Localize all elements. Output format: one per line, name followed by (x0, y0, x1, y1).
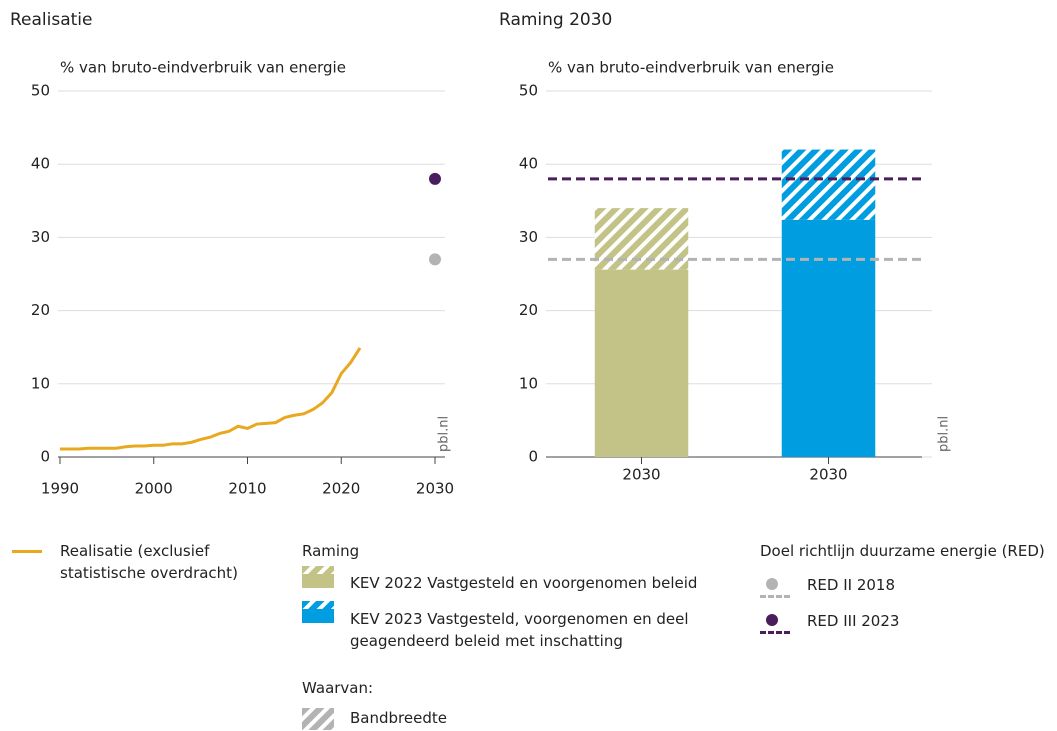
legend-label: KEV 2023 Vastgesteld, voorgenomen en dee… (350, 610, 689, 650)
legend-title: Raming (302, 542, 360, 560)
y-tick-label: 20 (31, 301, 50, 319)
legend-swatch (302, 708, 334, 730)
y-tick-label: 10 (31, 374, 50, 392)
x-tick-label: 2000 (135, 480, 173, 498)
bar (594, 269, 689, 457)
y-axis-label: % van bruto-eindverbruik van energie (60, 59, 346, 77)
legend-title: Doel richtlijn duurzame energie (RED) (760, 542, 1045, 560)
legend-label: KEV 2022 Vastgesteld en voorgenomen bele… (350, 574, 698, 592)
legend-swatch (302, 566, 334, 588)
legend-label: Bandbreedte (350, 709, 447, 727)
y-tick-label: 0 (528, 448, 538, 466)
y-tick-label: 30 (31, 228, 50, 246)
legend-label: RED II 2018 (807, 576, 896, 594)
bar-band (781, 149, 876, 220)
y-tick-label: 50 (519, 82, 538, 100)
legend-swatch (302, 601, 334, 623)
legend-dash (760, 595, 790, 598)
legend-label: RED III 2023 (807, 612, 900, 630)
legend-dot (766, 614, 778, 626)
target-point (429, 253, 441, 266)
target-point (429, 172, 441, 185)
x-tick-label: 2030 (622, 466, 660, 484)
y-tick-label: 40 (519, 155, 538, 173)
source: pbl.nl (937, 416, 952, 452)
y-tick-label: 0 (40, 448, 50, 466)
line (60, 347, 362, 451)
bar (781, 219, 876, 457)
source: pbl.nl (437, 416, 452, 452)
x-tick-label: 2030 (809, 466, 847, 484)
chart-title: Raming 2030 (499, 10, 612, 30)
y-tick-label: 30 (519, 228, 538, 246)
y-axis-label: % van bruto-eindverbruik van energie (548, 59, 834, 77)
legend-dash (760, 631, 790, 634)
x-tick-label: 2030 (416, 480, 454, 498)
y-tick-label: 40 (31, 155, 50, 173)
y-tick-label: 50 (31, 82, 50, 100)
legend-title: Waarvan: (302, 679, 374, 697)
x-tick-label: 2020 (322, 480, 360, 498)
legend-dot (766, 578, 778, 590)
x-tick-label: 2010 (228, 480, 266, 498)
legend-line (12, 550, 42, 553)
chart-title: Realisatie (10, 10, 93, 30)
y-tick-label: 20 (519, 301, 538, 319)
y-tick-label: 10 (519, 374, 538, 392)
legend-label: Realisatie (exclusief statistische overd… (60, 542, 238, 582)
x-tick-label: 1990 (41, 480, 79, 498)
